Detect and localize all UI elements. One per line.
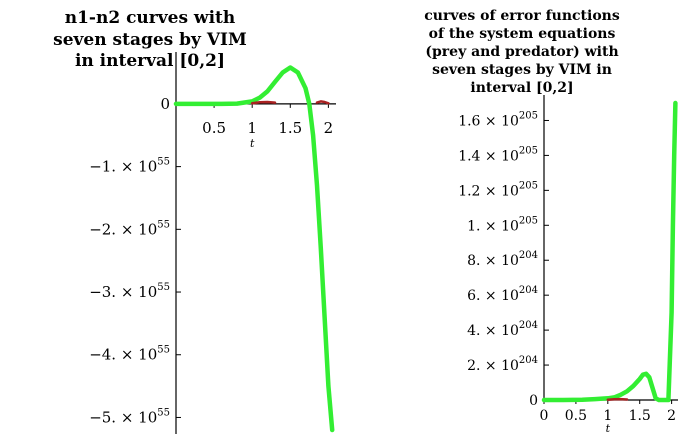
chart-title-line: of the system equations [429, 26, 616, 42]
y-tick-label: 1.2 × 10205 [458, 180, 538, 199]
y-tick-label: 1.6 × 10205 [458, 110, 538, 129]
x-tick-label: 0.5 [202, 119, 226, 137]
y-tick-exponent: 55 [157, 407, 170, 418]
y-tick-mantissa: 8. × 10 [467, 253, 519, 269]
series-line-3 [315, 100, 330, 105]
y-tick-exponent: 55 [157, 219, 170, 230]
x-tick-label: 2 [667, 408, 676, 424]
y-tick-mantissa: 6. × 10 [467, 288, 519, 304]
x-tick-label: 1.5 [278, 119, 302, 137]
y-tick-mantissa: 0 [160, 95, 170, 113]
x-tick-label: 0 [540, 408, 549, 424]
y-tick-label: 1.4 × 10205 [458, 145, 538, 164]
y-tick-mantissa: −1. × 10 [89, 158, 157, 176]
y-tick-label: −2. × 1055 [89, 219, 170, 238]
series-line-2 [250, 100, 277, 105]
x-axis-label: t [606, 422, 611, 434]
series-line-2 [606, 397, 629, 401]
x-tick-label: 1 [603, 408, 612, 424]
y-tick-mantissa: −5. × 10 [89, 408, 157, 426]
chart-title-line: in interval [0,2] [75, 51, 225, 71]
y-tick-exponent: 204 [519, 320, 538, 331]
series-line-1 [173, 65, 335, 433]
x-tick-label: 1 [247, 119, 257, 137]
chart-title-line: n1-n2 curves with [65, 8, 236, 28]
chart-title-line: (prey and predator) with [425, 44, 618, 60]
y-tick-exponent: 55 [157, 282, 170, 293]
chart-2: curves of error functions of the system e… [424, 8, 678, 434]
y-tick-exponent: 55 [157, 345, 170, 356]
y-tick-mantissa: 4. × 10 [467, 323, 519, 339]
y-tick-label: 6. × 10204 [467, 285, 538, 304]
y-tick-label: 1. × 10205 [467, 215, 538, 234]
chart-title-line: seven stages by VIM [53, 30, 247, 50]
y-tick-exponent: 205 [519, 180, 538, 191]
x-axis-label: t [250, 137, 255, 150]
y-tick-exponent: 204 [519, 250, 538, 261]
chart-title-line: curves of error functions [424, 8, 620, 24]
chart-title-line: seven stages by VIM in [432, 62, 612, 78]
y-tick-mantissa: −4. × 10 [89, 346, 157, 364]
y-tick-label: −3. × 1055 [89, 282, 170, 301]
y-tick-mantissa: 1.6 × 10 [458, 113, 519, 129]
y-tick-label: 4. × 10204 [467, 320, 538, 339]
y-tick-mantissa: −2. × 10 [89, 220, 157, 238]
y-tick-exponent: 55 [157, 157, 170, 168]
chart-title-line: interval [0,2] [470, 80, 573, 96]
y-tick-label: 0 [160, 95, 170, 113]
y-tick-label: 2. × 10204 [467, 355, 538, 374]
y-tick-mantissa: −3. × 10 [89, 283, 157, 301]
y-tick-exponent: 205 [519, 145, 538, 156]
y-tick-exponent: 204 [519, 285, 538, 296]
y-tick-label: −5. × 1055 [89, 407, 170, 426]
x-tick-label: 0.5 [565, 408, 587, 424]
y-tick-label: 8. × 10204 [467, 250, 538, 269]
x-tick-label: 2 [324, 119, 334, 137]
y-tick-label: −4. × 1055 [89, 345, 170, 364]
y-tick-exponent: 204 [519, 355, 538, 366]
series-line-1 [541, 100, 678, 403]
y-tick-label: −1. × 1055 [89, 157, 170, 176]
y-tick-mantissa: 2. × 10 [467, 358, 519, 374]
y-tick-mantissa: 1. × 10 [467, 218, 519, 234]
y-tick-mantissa: 1.2 × 10 [458, 183, 519, 199]
x-tick-label: 1.5 [629, 408, 651, 424]
y-tick-mantissa: 1.4 × 10 [458, 148, 519, 164]
y-tick-label: 0 [529, 393, 538, 409]
y-tick-exponent: 205 [519, 215, 538, 226]
y-tick-mantissa: 0 [529, 393, 538, 409]
y-tick-exponent: 205 [519, 110, 538, 121]
